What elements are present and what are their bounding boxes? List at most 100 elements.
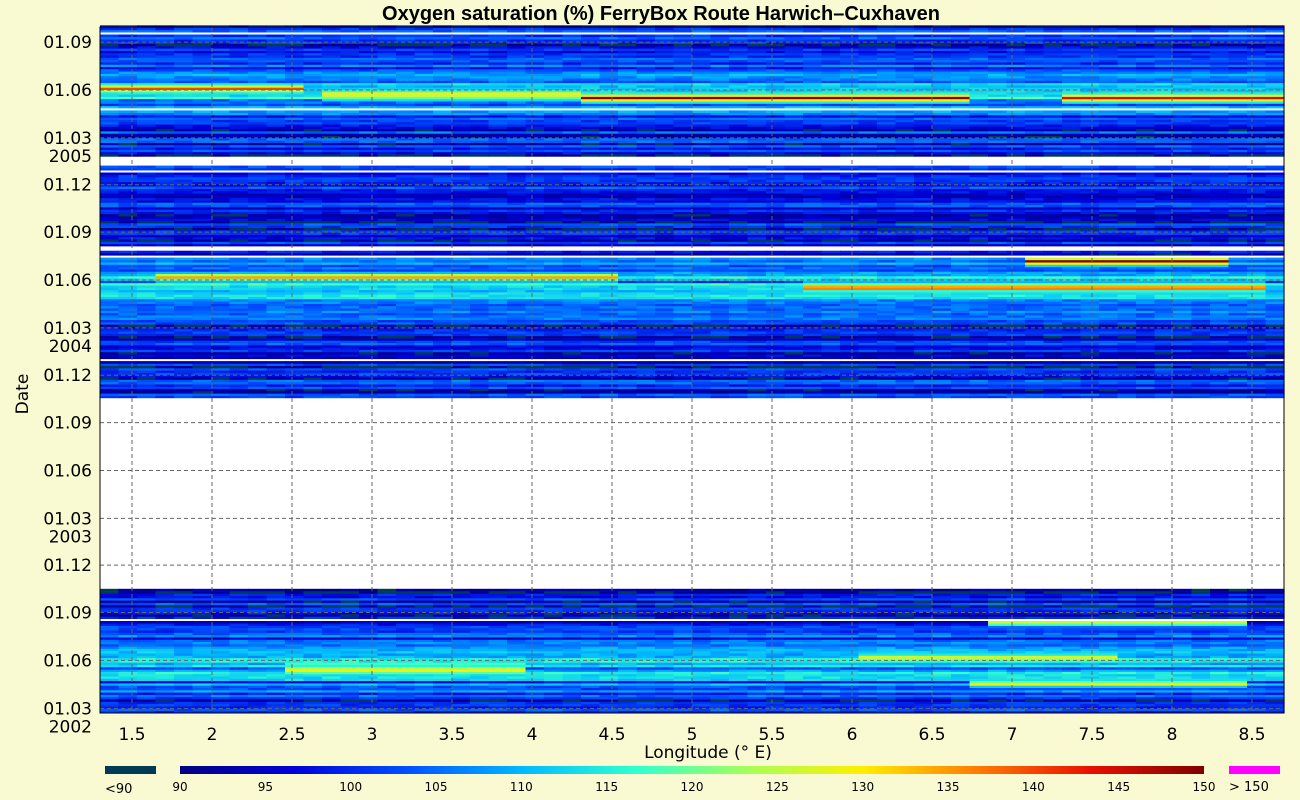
heat-cell [877, 595, 897, 599]
heat-cell [1025, 621, 1045, 624]
heat-cell [118, 694, 138, 698]
heat-cell [803, 692, 823, 695]
heat-cell [285, 687, 305, 691]
heat-cell [303, 621, 323, 624]
heat-cell [618, 342, 638, 346]
heat-cell [100, 701, 120, 705]
heat-cell [1173, 655, 1193, 659]
heat-cell [618, 639, 638, 642]
heat-cell [155, 595, 175, 599]
heat-cell [1062, 614, 1082, 617]
heat-cell [303, 388, 323, 392]
heat-cell [396, 609, 416, 613]
heat-cell [895, 653, 915, 656]
heat-cell [1080, 611, 1100, 615]
heat-cell [1191, 685, 1211, 688]
heat-cell [803, 611, 823, 615]
heat-cell [266, 593, 286, 596]
heat-cell [655, 683, 675, 686]
heat-cell [877, 653, 897, 656]
heat-cell [137, 683, 157, 686]
heat-cell [1117, 687, 1137, 691]
heat-cell [747, 600, 767, 603]
heat-cell [932, 699, 952, 702]
heat-cell [1062, 627, 1082, 631]
heat-cell [895, 706, 915, 709]
heat-cell [1191, 671, 1211, 675]
heat-cell [414, 708, 434, 711]
heat-cell [618, 363, 638, 366]
heat-cell [562, 673, 582, 677]
heat-cell [340, 370, 360, 373]
heat-cell [1062, 351, 1082, 355]
heat-cell [803, 391, 823, 394]
heat-cell [803, 384, 823, 387]
heat-cell [821, 607, 841, 610]
heat-cell [118, 340, 138, 343]
heat-cell [692, 345, 712, 348]
heat-cell [821, 646, 841, 649]
heat-cell [914, 374, 934, 378]
heat-cell [1043, 660, 1063, 663]
heat-cell [895, 664, 915, 668]
heat-cell [340, 386, 360, 389]
heat-cell [507, 630, 527, 633]
heat-cell [1154, 591, 1174, 594]
heat-cell [488, 342, 508, 346]
heat-cell [1117, 657, 1137, 661]
heat-cell [322, 598, 342, 601]
heat-cell [562, 708, 582, 711]
heat-cell [525, 662, 545, 665]
heat-cell [266, 600, 286, 603]
heat-cell [655, 699, 675, 702]
heat-cell [1191, 393, 1211, 396]
heat-cell [266, 595, 286, 599]
heat-cell [1265, 694, 1285, 698]
heat-cell [1265, 593, 1285, 596]
heat-cell [137, 621, 157, 624]
heat-cell [1191, 356, 1211, 360]
heat-cell [285, 690, 305, 693]
heat-cell [710, 650, 730, 654]
heat-cell [359, 621, 379, 624]
heat-cell [433, 637, 453, 640]
heat-cell [581, 379, 601, 383]
heat-cell [1117, 356, 1137, 360]
heat-cell [655, 347, 675, 350]
heat-cell [488, 338, 508, 341]
heat-cell [784, 650, 804, 654]
heat-cell [266, 365, 286, 369]
heat-cell [174, 342, 194, 346]
heat-cell [1210, 703, 1230, 707]
heat-cell [747, 634, 767, 638]
heat-cell [229, 363, 249, 366]
heat-cell [581, 395, 601, 399]
heat-cell [914, 593, 934, 596]
heat-cell [858, 678, 878, 682]
heat-cell [525, 627, 545, 631]
heat-cell [969, 623, 989, 626]
heat-cell [137, 602, 157, 606]
heat-cell [507, 340, 527, 343]
heat-cell [1025, 699, 1045, 702]
heat-cell [285, 356, 305, 360]
heat-cell [451, 349, 471, 353]
heat-cell [562, 632, 582, 636]
heat-cell [803, 602, 823, 606]
heat-cell [507, 653, 527, 656]
heat-cell [932, 685, 952, 688]
heat-cell [100, 632, 120, 636]
heat-cell [932, 623, 952, 626]
heat-cell [192, 347, 212, 350]
heat-cell [914, 644, 934, 647]
heat-cell [858, 650, 878, 654]
heat-cell [1136, 671, 1156, 675]
heat-cell [377, 598, 397, 601]
heat-cell [1173, 676, 1193, 679]
heat-cell [599, 361, 619, 364]
heat-cell [488, 593, 508, 596]
heat-cell [1265, 627, 1285, 631]
heat-cell [821, 657, 841, 661]
heat-cell [803, 708, 823, 711]
heat-cell [1025, 706, 1045, 709]
